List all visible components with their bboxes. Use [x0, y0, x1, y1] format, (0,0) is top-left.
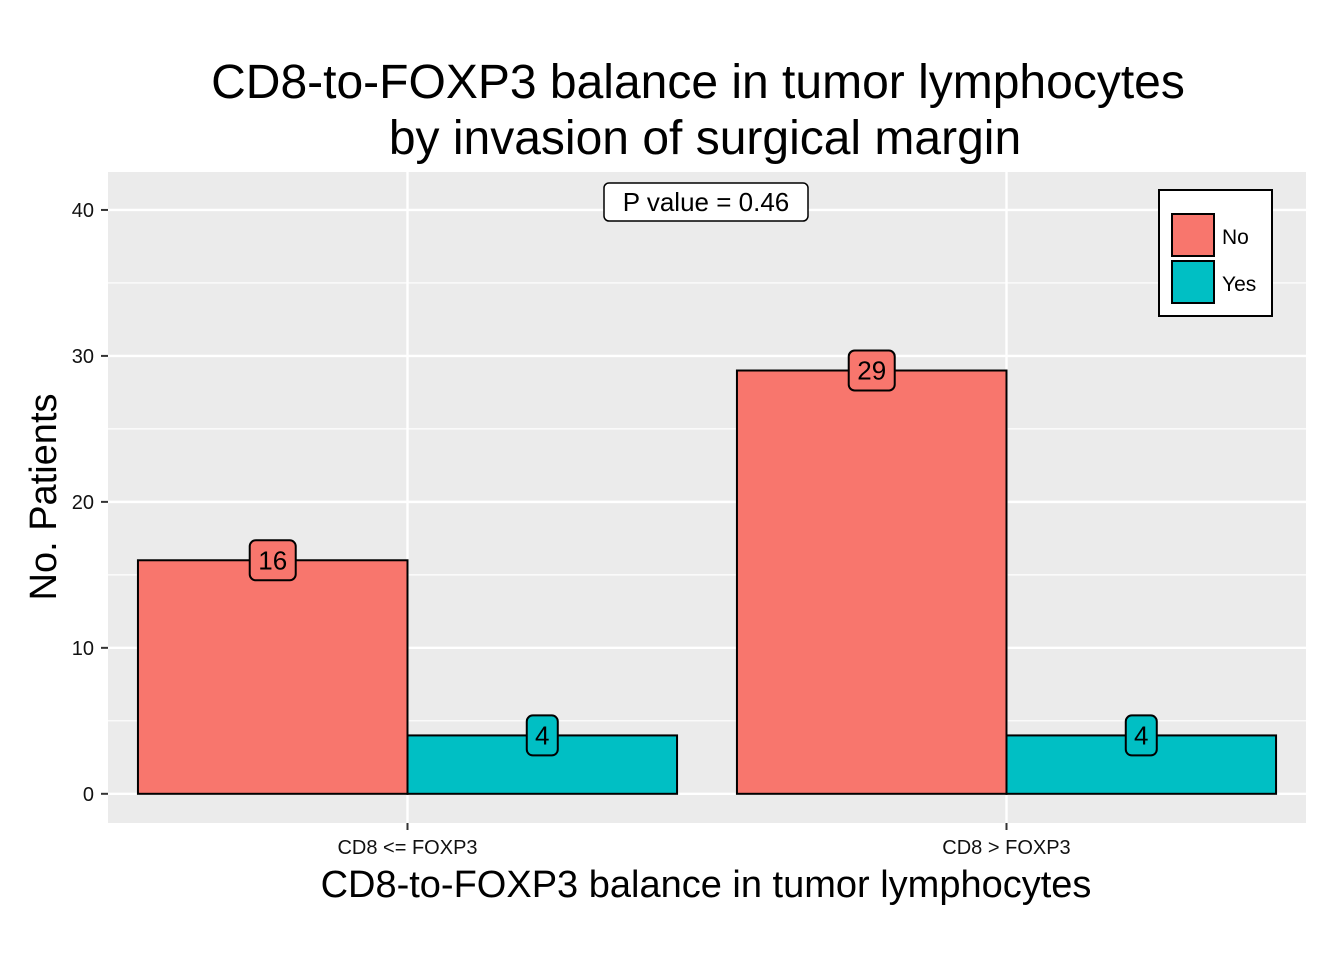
y-axis-title: No. Patients: [23, 394, 65, 601]
data-label: 29: [857, 356, 886, 386]
data-label: 16: [258, 545, 287, 575]
data-labels: 16 29 4 4: [248, 349, 1158, 757]
legend-label: Yes: [1222, 273, 1256, 296]
bar: [735, 369, 1008, 795]
chart-title-line-2: by invasion of surgical margin: [389, 112, 1021, 165]
data-label-box: [847, 349, 896, 392]
data-label-box: [1124, 714, 1158, 757]
x-axis-title: CD8-to-FOXP3 balance in tumor lymphocyte…: [321, 864, 1092, 906]
y-tick-label: 0: [83, 784, 94, 806]
x-tick-label: CD8 > FOXP3: [942, 837, 1070, 859]
bar: [136, 559, 409, 795]
legend-swatch: [1171, 260, 1215, 304]
y-axis: 0 10 20 30 40: [72, 200, 108, 806]
x-tick-label: CD8 <= FOXP3: [337, 837, 477, 859]
p-value-text: P value = 0.46: [623, 187, 790, 217]
y-tick-label: 20: [72, 492, 94, 514]
y-tick-label: 10: [72, 638, 94, 660]
legend-swatch: [1171, 213, 1215, 257]
legend: No Yes: [1158, 189, 1273, 317]
data-label: 4: [1134, 720, 1148, 750]
y-tick-label: 40: [72, 200, 94, 222]
data-label-box: [248, 539, 297, 582]
data-label-box: [525, 714, 559, 757]
p-value-annotation: P value = 0.46: [603, 182, 809, 222]
chart-title-line-1: CD8-to-FOXP3 balance in tumor lymphocyte…: [211, 56, 1185, 109]
legend-label: No: [1222, 226, 1249, 249]
bars: [136, 369, 1278, 795]
p-value-box: [603, 182, 809, 222]
data-label: 4: [535, 720, 549, 750]
x-axis: CD8 <= FOXP3 CD8 > FOXP3: [337, 823, 1071, 859]
y-tick-label: 30: [72, 346, 94, 368]
